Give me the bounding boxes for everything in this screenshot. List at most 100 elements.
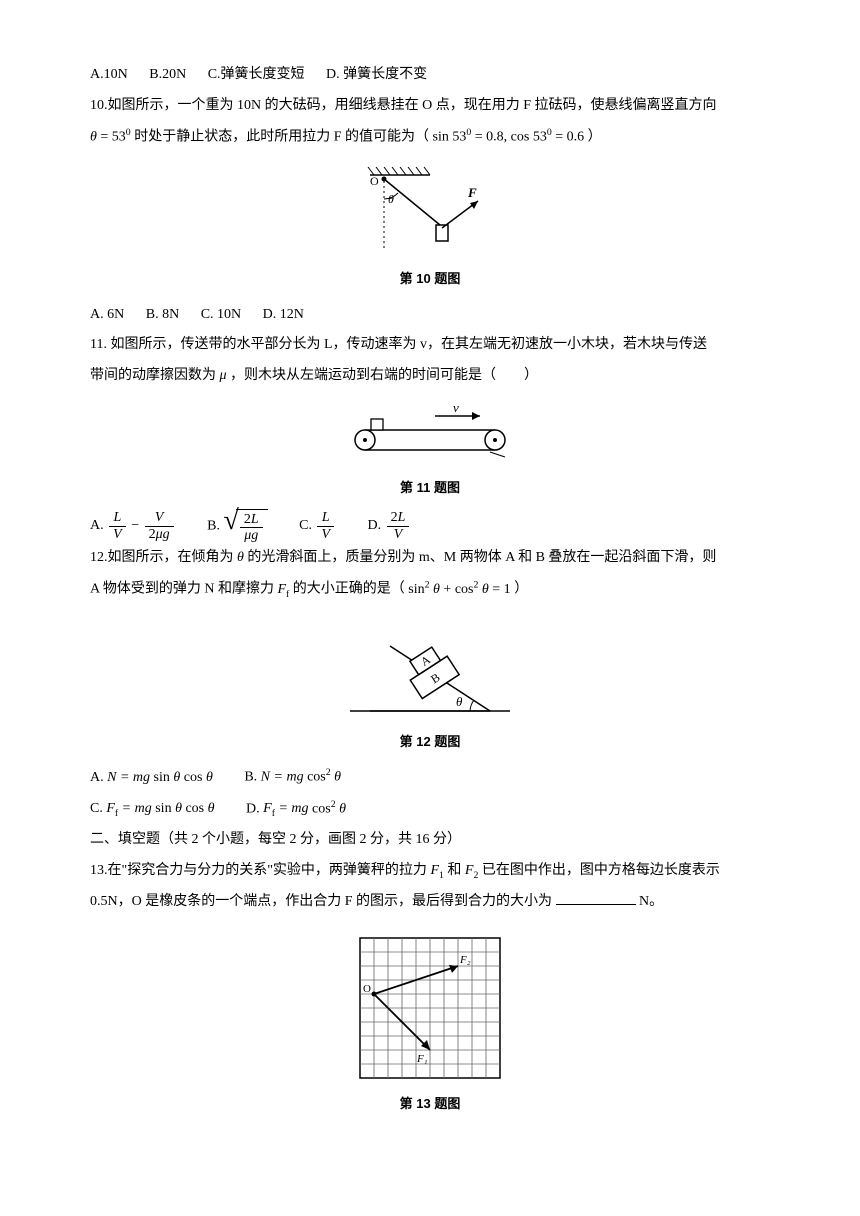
label-v: v <box>453 402 459 415</box>
q11-svg: v <box>335 402 525 472</box>
q10-opt-a: A. 6N <box>90 300 124 331</box>
minus-sign: − <box>131 518 142 533</box>
q12-stem2a: A 物体受到的弹力 N 和摩擦力 <box>90 582 274 597</box>
q12-opt-b: B. N = mg cos2 θ <box>244 762 341 793</box>
eq-53: = 53 <box>97 129 126 144</box>
q12-opt-a: A. N = mg sin θ cos θ <box>90 763 213 794</box>
q12-options-row1: A. N = mg sin θ cos θ B. N = mg cos2 θ <box>90 762 770 793</box>
sin-txt-c: sin <box>155 801 171 816</box>
q10-options: A. 6N B. 8N C. 10N D. 12N <box>90 300 770 331</box>
cos2-txt-d: cos <box>312 801 331 816</box>
label-F1: F₁ <box>416 1053 428 1065</box>
q12-caption: 第 12 题图 <box>90 728 770 757</box>
q12-stem-line1: 12.如图所示，在倾角为 θ 的光滑斜面上，质量分别为 m、M 两物体 A 和 … <box>90 543 770 574</box>
q13-figure: O F₂ F₁ 第 13 题图 <box>90 928 770 1119</box>
q9-options: A.10N B.20N C.弹簧长度变短 D. 弹簧长度不变 <box>90 60 770 91</box>
q11-stem-line2: 带间的动摩擦因数为 μ ，则木块从左端运动到右端的时间可能是（ ） <box>90 361 770 392</box>
q11-figure: v 第 11 题图 <box>90 402 770 503</box>
q12-svg: θ B A <box>340 616 520 726</box>
q10-stem-line1: 10.如图所示，一个重为 10N 的大砝码，用细线悬挂在 O 点，现在用力 F … <box>90 91 770 122</box>
q13-blank <box>556 890 636 905</box>
label-theta-2: θ <box>456 694 463 709</box>
frac-L-V-2: LV <box>317 510 334 542</box>
q12-a-eq: N = mg <box>107 770 153 785</box>
q10-opt-b: B. 8N <box>146 300 179 331</box>
label-O-13: O <box>363 983 371 995</box>
q13-stem-line2: 0.5N，O 是橡皮条的一个端点，作出合力 F 的图示，最后得到合力的大小为 N… <box>90 887 770 918</box>
q12-a-label: A. <box>90 770 104 785</box>
label-F2: F₂ <box>459 954 471 966</box>
q10-svg: O θ F <box>350 163 510 263</box>
q13-stem2: 0.5N，O 是橡皮条的一个端点，作出合力 F 的图示，最后得到合力的大小为 <box>90 894 552 909</box>
q12-options-row2: C. Ff = mg sin θ cos θ D. Ff = mg cos2 θ <box>90 794 770 825</box>
frac-V-2mug: V2μg <box>145 510 174 542</box>
q10-opt-c: C. 10N <box>201 300 241 331</box>
sin-val: = 0.8, <box>471 129 510 144</box>
q11-options: A. LV − V2μg B. √2Lμg C. LV D. 2LV <box>90 509 770 544</box>
theta-symbol-2: θ <box>237 550 244 565</box>
q12-d-label: D. <box>246 801 260 816</box>
q12-stem1a: 12.如图所示，在倾角为 <box>90 550 234 565</box>
sin-label: sin 53 <box>433 129 467 144</box>
q11-stem2b: ，则木块从左端运动到右端的时间可能是（ ） <box>230 368 538 383</box>
mu-symbol: μ <box>220 368 227 383</box>
cos-txt-c: cos <box>185 801 204 816</box>
q11-stem-line1: 11. 如图所示，传送带的水平部分长为 L，传动速率为 v，在其左端无初速放一小… <box>90 330 770 361</box>
sqrt-2L-mug: √2Lμg <box>223 509 267 544</box>
q10-stem-line2: θ = 530 时处于静止状态，此时所用拉力 F 的值可能为（ sin 530 … <box>90 122 770 153</box>
frac-L-V: LV <box>109 510 126 542</box>
q9-opt-c: C.弹簧长度变短 <box>208 60 305 91</box>
sin-txt-a: sin <box>154 770 170 785</box>
q13-stem1c: 已在图中作出，图中方格每边长度表示 <box>482 863 720 878</box>
q10-caption: 第 10 题图 <box>90 265 770 294</box>
q13-svg: O F₂ F₁ <box>345 928 515 1088</box>
q11-opt-d: D. 2LV <box>368 510 412 542</box>
q11-d-label: D. <box>368 518 382 533</box>
q11-opt-a: A. LV − V2μg <box>90 510 176 542</box>
q10-stem2b: ） <box>588 129 602 144</box>
q12-figure: θ B A 第 12 题图 <box>90 616 770 757</box>
label-O: O <box>370 174 379 188</box>
q12-opt-c: C. Ff = mg sin θ cos θ <box>90 794 215 825</box>
F2-symbol: F2 <box>465 863 478 878</box>
label-F: F <box>467 185 477 200</box>
Ff-symbol: Ff <box>277 582 289 597</box>
q10-stem1-text: 10.如图所示，一个重为 10N 的大砝码，用细线悬挂在 O 点，现在用力 F … <box>90 98 717 113</box>
q12-stem-line2: A 物体受到的弹力 N 和摩擦力 Ff 的大小正确的是（ sin2 θ + co… <box>90 574 770 605</box>
q11-b-label: B. <box>207 518 220 533</box>
q10-figure: O θ F 第 10 题图 <box>90 163 770 294</box>
identity-eq: sin2 θ + cos2 θ = 1 <box>408 582 510 597</box>
cos-txt-a: cos <box>184 770 203 785</box>
q13-stem-line1: 13.在"探究合力与分力的关系"实验中，两弹簧秤的拉力 F1 和 F2 已在图中… <box>90 856 770 887</box>
q11-opt-c: C. LV <box>299 510 336 542</box>
q11-a-label: A. <box>90 518 104 533</box>
q12-stem2c: ） <box>514 582 528 597</box>
q9-opt-b: B.20N <box>149 60 186 91</box>
q12-opt-d: D. Ff = mg cos2 θ <box>246 794 346 825</box>
q12-c-eq: Ff = mg <box>106 801 155 816</box>
q12-d-eq: Ff = mg <box>263 801 312 816</box>
q13-stem1a: 13.在"探究合力与分力的关系"实验中，两弹簧秤的拉力 <box>90 863 427 878</box>
q13-stem2b: N。 <box>639 894 663 909</box>
q11-caption: 第 11 题图 <box>90 474 770 503</box>
q12-c-label: C. <box>90 801 103 816</box>
cos-val: = 0.6 <box>552 129 584 144</box>
section2-header: 二、填空题（共 2 个小题，每空 2 分，画图 2 分，共 16 分） <box>90 825 770 856</box>
q10-stem2a: 时处于静止状态，此时所用拉力 F 的值可能为（ <box>134 129 429 144</box>
q13-stem1b: 和 <box>447 863 461 878</box>
q11-opt-b: B. √2Lμg <box>207 509 268 544</box>
deg-sup-1: 0 <box>126 127 131 138</box>
q10-opt-d: D. 12N <box>263 300 304 331</box>
theta-symbol: θ <box>90 129 97 144</box>
q9-opt-a: A.10N <box>90 60 128 91</box>
q11-stem2a: 带间的动摩擦因数为 <box>90 368 216 383</box>
F1-symbol: F1 <box>430 863 443 878</box>
q11-c-label: C. <box>299 518 312 533</box>
q13-caption: 第 13 题图 <box>90 1090 770 1119</box>
q12-stem1b: 的光滑斜面上，质量分别为 m、M 两物体 A 和 B 叠放在一起沿斜面下滑，则 <box>247 550 716 565</box>
cos2-txt-b: cos <box>307 770 326 785</box>
q12-b-label: B. <box>244 770 257 785</box>
q12-b-eq: N = mg <box>261 770 307 785</box>
q12-stem2b: 的大小正确的是（ <box>293 582 405 597</box>
cos-label: cos 53 <box>511 129 547 144</box>
